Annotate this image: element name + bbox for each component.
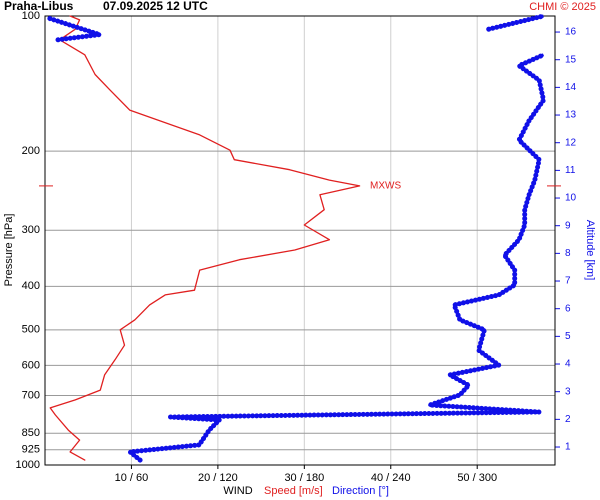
y2-tick-label: 6	[565, 303, 571, 314]
y2-tick-label: 3	[565, 386, 571, 397]
y2-tick-label: 13	[565, 110, 577, 121]
direction-line	[47, 16, 102, 42]
y2-tick-label: 2	[565, 414, 571, 425]
y-tick-label: 600	[22, 359, 40, 371]
y-tick-label: 200	[22, 145, 40, 157]
x-tick-label: 50 / 300	[457, 472, 497, 484]
y-tick-label: 100	[22, 10, 40, 22]
y2-tick-label: 8	[565, 248, 571, 259]
max-wind-label: MXWS	[370, 181, 401, 192]
chart-title: 07.09.2025 12 UTC	[103, 0, 208, 13]
y2-tick-label: 4	[565, 359, 571, 370]
credit: CHMI © 2025	[529, 1, 596, 13]
direction-line	[488, 14, 544, 31]
y-tick-label: 1000	[16, 459, 40, 471]
y-tick-label: 925	[22, 444, 40, 456]
y2-tick-label: 16	[565, 27, 577, 38]
x-tick-label: 30 / 180	[284, 472, 324, 484]
y2-tick-label: 11	[565, 165, 576, 176]
speed-line	[49, 15, 361, 461]
y-tick-label: 700	[22, 389, 40, 401]
y-tick-label: 500	[22, 324, 40, 336]
y2-tick-label: 7	[565, 276, 571, 287]
plot-frame	[44, 15, 556, 466]
x-axis-label: WIND	[223, 485, 252, 497]
y2-tick-label: 14	[565, 82, 577, 93]
y-tick-label: 300	[22, 224, 40, 236]
y2-axis-label: Altitude [km]	[584, 220, 596, 281]
station: Praha-Libus	[4, 0, 74, 13]
y2-tick-label: 5	[565, 331, 571, 342]
y-tick-label: 400	[22, 280, 40, 292]
y-tick-label: 850	[22, 427, 40, 439]
y-axis-label: Pressure [hPa]	[3, 214, 15, 287]
y2-tick-label: 10	[565, 193, 577, 204]
y2-tick-label: 12	[565, 137, 577, 148]
x-tick-label: 20 / 120	[198, 472, 238, 484]
x-tick-label: 10 / 60	[115, 472, 149, 484]
y2-tick-label: 15	[565, 54, 577, 65]
x-tick-label: 40 / 240	[371, 472, 411, 484]
y2-tick-label: 1	[565, 442, 571, 453]
direction-line	[128, 53, 545, 462]
y2-tick-label: 9	[565, 220, 571, 231]
legend-direction: Direction [°]	[332, 485, 389, 497]
legend-speed: Speed [m/s]	[264, 485, 323, 497]
